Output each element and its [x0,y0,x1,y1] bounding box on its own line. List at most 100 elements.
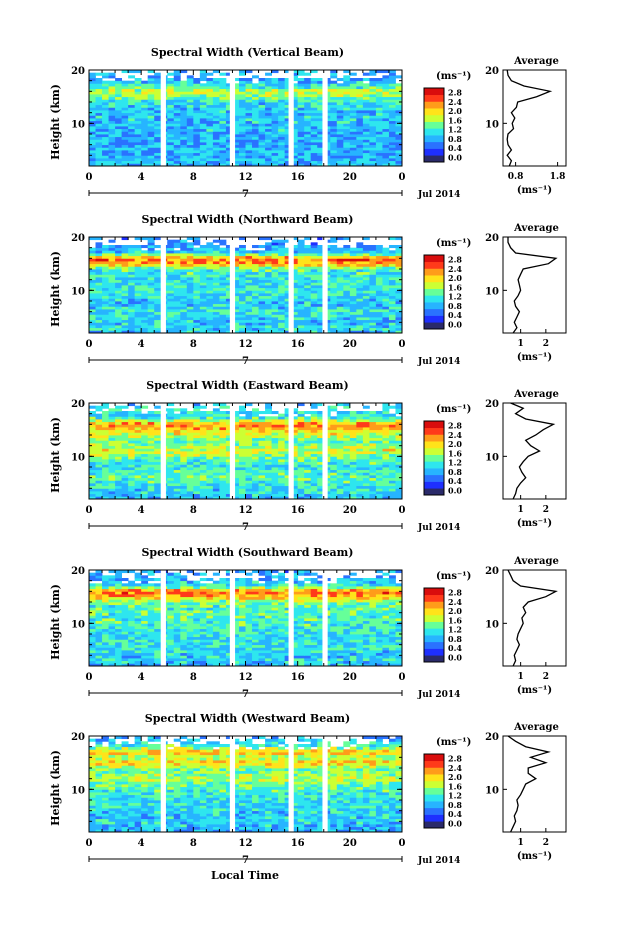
heatmap-cell [167,153,174,156]
heatmap-cell [382,121,389,124]
heatmap-cell [219,322,226,325]
heatmap-cell [193,253,200,256]
heatmap-cell [389,137,396,140]
heatmap-cell [135,494,142,497]
heatmap-cell [389,488,396,491]
heatmap-cell [376,94,383,97]
heatmap-cell [187,155,194,158]
heatmap-cell [174,158,181,161]
heatmap-cell [246,83,253,86]
heatmap-cell [369,272,376,275]
heatmap-cell [96,317,103,320]
heatmap-cell [246,115,253,118]
heatmap-cell [239,110,246,113]
heatmap-cell [246,454,253,457]
heatmap-cell [369,129,376,132]
heatmap-cell [174,99,181,102]
heatmap-cell [141,304,148,307]
heatmap-cell [148,301,155,304]
heatmap-cell [167,462,174,465]
heatmap-cell [187,75,194,78]
heatmap-cell [304,277,311,280]
heatmap-cell [141,424,148,427]
heatmap-cell [343,306,350,309]
heatmap-cell [356,147,363,150]
heatmap-cell [193,462,200,465]
heatmap-cell [369,416,376,419]
heatmap-cell [102,475,109,478]
heatmap-cell [148,440,155,443]
heatmap-cell [395,317,402,320]
heatmap-cell [272,266,279,269]
heatmap-cell [135,451,142,454]
heatmap-cell [109,142,116,145]
heatmap-cell [246,494,253,497]
heatmap-cell [356,131,363,134]
heatmap-cell [167,467,174,470]
heatmap-cell [148,75,155,78]
heatmap-cell [148,478,155,481]
heatmap-cell [376,139,383,142]
heatmap-cell [200,304,207,307]
heatmap-cell [154,78,161,81]
heatmap-cell [356,488,363,491]
heatmap-cell [206,475,213,478]
heatmap-cell [272,491,279,494]
heatmap-cell [330,491,337,494]
heatmap-cell [148,322,155,325]
heatmap-cell [356,440,363,443]
heatmap-cell [298,110,305,113]
heatmap-cell [96,126,103,129]
heatmap-cell [141,139,148,142]
heatmap-cell [180,99,187,102]
heatmap-cell [350,155,357,158]
heatmap-cell [356,99,363,102]
heatmap-cell [246,86,253,89]
heatmap-cell [115,150,122,153]
heatmap-cell [395,158,402,161]
heatmap-cell [343,320,350,323]
heatmap-cell [174,75,181,78]
heatmap-cell [246,430,253,433]
heatmap-cell [389,250,396,253]
heatmap-cell [89,451,96,454]
heatmap-cell [239,264,246,267]
heatmap-cell [259,462,266,465]
heatmap-cell [337,264,344,267]
heatmap-cell [154,491,161,494]
heatmap-cell [96,325,103,328]
heatmap-cell [272,142,279,145]
heatmap-cell [180,269,187,272]
heatmap-cell [187,293,194,296]
heatmap-cell [148,467,155,470]
heatmap-cell [128,328,135,331]
heatmap-cell [200,150,207,153]
heatmap-cell [272,264,279,267]
heatmap-cell [272,488,279,491]
heatmap-cell [298,277,305,280]
heatmap-cell [109,274,116,277]
heatmap-cell [167,427,174,430]
heatmap-cell [167,282,174,285]
heatmap-cell [206,430,213,433]
heatmap-cell [148,153,155,156]
heatmap-cell [219,113,226,116]
heatmap-cell [259,94,266,97]
heatmap-cell [148,451,155,454]
heatmap-cell [272,161,279,164]
heatmap-cell [135,459,142,462]
heatmap-cell [135,472,142,475]
heatmap-cell [382,153,389,156]
heatmap-cell [356,298,363,301]
heatmap-cell [200,432,207,435]
heatmap-cell [252,430,259,433]
heatmap-cell [356,301,363,304]
heatmap-cell [311,438,318,441]
heatmap-cell [259,147,266,150]
heatmap-cell [167,472,174,475]
heatmap-cell [96,322,103,325]
heatmap-cell [128,94,135,97]
heatmap-cell [206,312,213,315]
heatmap-cell [122,158,129,161]
heatmap-cell [395,126,402,129]
